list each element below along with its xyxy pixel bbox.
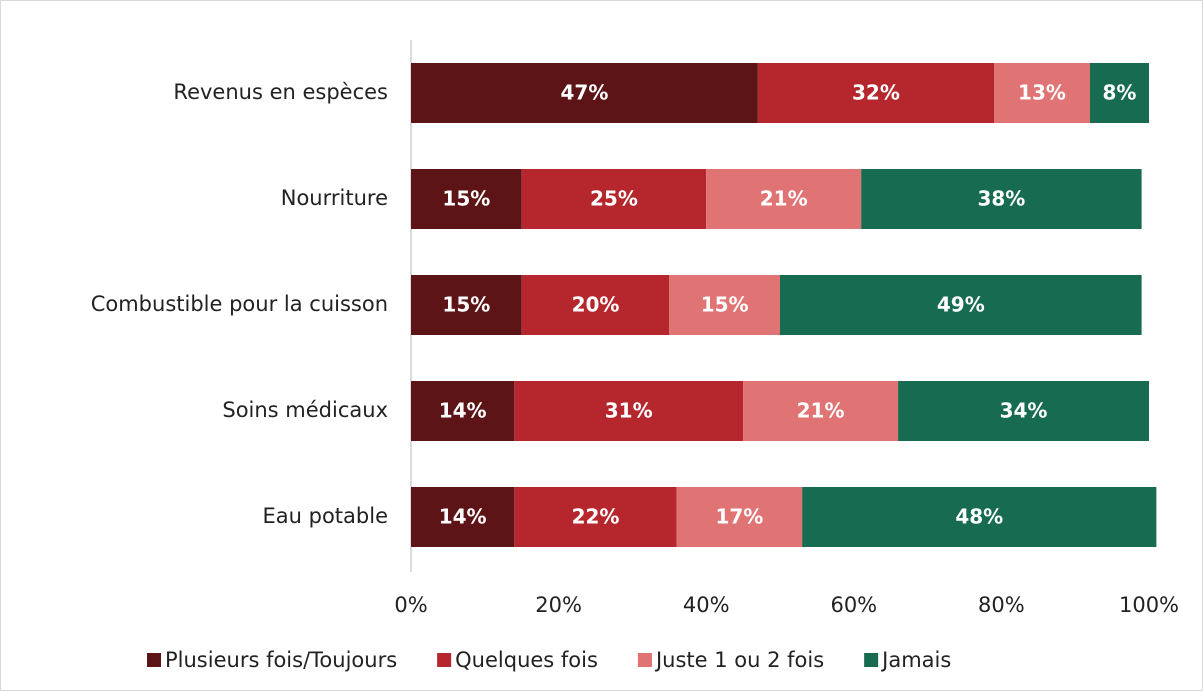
value-label: 17% <box>715 505 763 529</box>
bar-segment <box>1089 63 1149 123</box>
value-label: 22% <box>572 505 620 529</box>
y-tick-label: Soins médicaux <box>222 398 388 422</box>
bar-segment <box>757 63 995 123</box>
bar-segment <box>802 487 1157 547</box>
value-label: 21% <box>797 399 845 423</box>
bar-segment <box>676 487 803 547</box>
bar-segment <box>514 381 744 441</box>
bar-segment <box>780 275 1142 335</box>
value-label: 14% <box>439 505 487 529</box>
bar-segment <box>898 381 1149 441</box>
legend-swatch <box>864 653 879 667</box>
bar-segment <box>994 63 1090 123</box>
legend-swatch <box>147 653 161 667</box>
value-label: 15% <box>442 293 490 317</box>
y-tick-label: Nourriture <box>281 186 388 210</box>
bar-segment <box>411 63 758 123</box>
value-label: 21% <box>760 187 808 211</box>
bar-segment <box>411 169 522 229</box>
legend-label: Quelques fois <box>455 648 598 672</box>
y-tick-label: Revenus en espèces <box>173 80 388 104</box>
value-label: 49% <box>937 293 985 317</box>
x-tick-label: 20% <box>535 593 582 617</box>
bar-segment <box>514 487 677 547</box>
value-label: 8% <box>1102 81 1136 105</box>
bar-segment <box>411 381 515 441</box>
x-tick-label: 100% <box>1119 593 1179 617</box>
value-label: 20% <box>572 293 620 317</box>
x-tick-label: 0% <box>394 593 427 617</box>
x-tick-label: 80% <box>978 593 1025 617</box>
bar-segment <box>743 381 899 441</box>
value-label: 15% <box>442 187 490 211</box>
bar-segment <box>706 169 862 229</box>
legend-label: Jamais <box>880 648 951 672</box>
value-label: 38% <box>977 187 1025 211</box>
legend-swatch <box>637 653 652 667</box>
value-label: 48% <box>955 505 1003 529</box>
x-tick-label: 40% <box>683 593 730 617</box>
bar-segment <box>861 169 1142 229</box>
y-tick-label: Eau potable <box>263 504 389 528</box>
bar-segment <box>521 169 707 229</box>
x-tick-label: 60% <box>830 593 877 617</box>
bar-segment <box>669 275 780 335</box>
bar-segment <box>521 275 670 335</box>
value-label: 34% <box>1000 399 1048 423</box>
bar-segment <box>411 275 522 335</box>
value-label: 31% <box>605 399 653 423</box>
legend-label: Plusieurs fois/Toujours <box>165 648 397 672</box>
value-label: 32% <box>852 81 900 105</box>
value-label: 14% <box>439 399 487 423</box>
value-label: 47% <box>560 81 608 105</box>
legend-swatch <box>437 653 452 667</box>
bar-segment <box>411 487 515 547</box>
value-label: 25% <box>590 187 638 211</box>
legend-label: Juste 1 ou 2 fois <box>654 648 824 672</box>
value-label: 15% <box>701 293 749 317</box>
value-label: 13% <box>1018 81 1066 105</box>
y-tick-label: Combustible pour la cuisson <box>91 292 388 316</box>
